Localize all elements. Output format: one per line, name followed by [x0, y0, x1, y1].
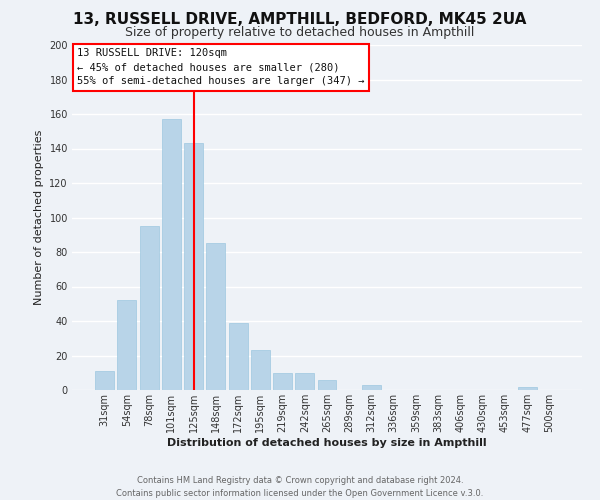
Bar	[362, 385, 381, 390]
Text: Contains HM Land Registry data © Crown copyright and database right 2024.
Contai: Contains HM Land Registry data © Crown c…	[116, 476, 484, 498]
Bar	[118, 300, 136, 390]
Bar	[162, 119, 181, 390]
Bar	[273, 373, 292, 390]
Bar	[184, 144, 203, 390]
Bar	[518, 386, 536, 390]
Text: 13 RUSSELL DRIVE: 120sqm
← 45% of detached houses are smaller (280)
55% of semi-: 13 RUSSELL DRIVE: 120sqm ← 45% of detach…	[77, 48, 365, 86]
Bar	[317, 380, 337, 390]
Text: 13, RUSSELL DRIVE, AMPTHILL, BEDFORD, MK45 2UA: 13, RUSSELL DRIVE, AMPTHILL, BEDFORD, MK…	[73, 12, 527, 28]
Bar	[95, 371, 114, 390]
Bar	[229, 322, 248, 390]
Bar	[206, 244, 225, 390]
Bar	[295, 373, 314, 390]
Bar	[251, 350, 270, 390]
Y-axis label: Number of detached properties: Number of detached properties	[34, 130, 44, 305]
Text: Size of property relative to detached houses in Ampthill: Size of property relative to detached ho…	[125, 26, 475, 39]
Bar	[140, 226, 158, 390]
X-axis label: Distribution of detached houses by size in Ampthill: Distribution of detached houses by size …	[167, 438, 487, 448]
